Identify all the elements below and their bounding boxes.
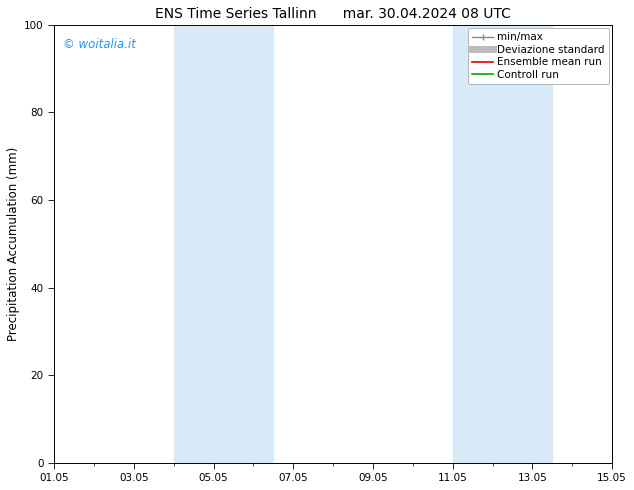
Text: © woitalia.it: © woitalia.it [63,38,136,51]
Bar [174,25,273,463]
Title: ENS Time Series Tallinn      mar. 30.04.2024 08 UTC: ENS Time Series Tallinn mar. 30.04.2024 … [155,7,511,21]
Bar [453,25,552,463]
Y-axis label: Precipitation Accumulation (mm): Precipitation Accumulation (mm) [7,147,20,341]
Legend: min/max, Deviazione standard, Ensemble mean run, Controll run: min/max, Deviazione standard, Ensemble m… [469,28,609,84]
